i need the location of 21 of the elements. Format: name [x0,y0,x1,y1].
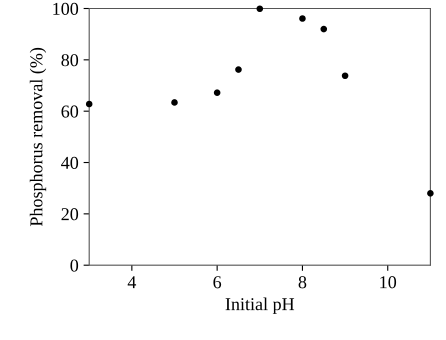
y-tick-label: 0 [70,259,78,272]
x-tick-label: 10 [380,276,396,288]
y-axis-title: Phosphorus removal (%) [30,48,46,226]
y-tick-label: 20 [62,208,78,220]
y-tick-label: 100 [53,2,78,15]
x-tick-label: 4 [128,276,136,288]
y-tick-label: 60 [62,105,78,118]
point [86,100,92,108]
point [171,99,178,106]
point [235,66,242,73]
x-axis-title: Initial pH [226,298,294,314]
point [214,89,220,96]
point [299,15,306,22]
point [427,190,434,197]
y-tick-label: 40 [61,156,78,169]
x-tick-label: 8 [298,276,306,288]
x-tick-label: 6 [213,276,222,288]
point [342,72,348,80]
point [256,5,264,12]
point [320,26,328,32]
y-tick-label: 80 [61,54,78,66]
